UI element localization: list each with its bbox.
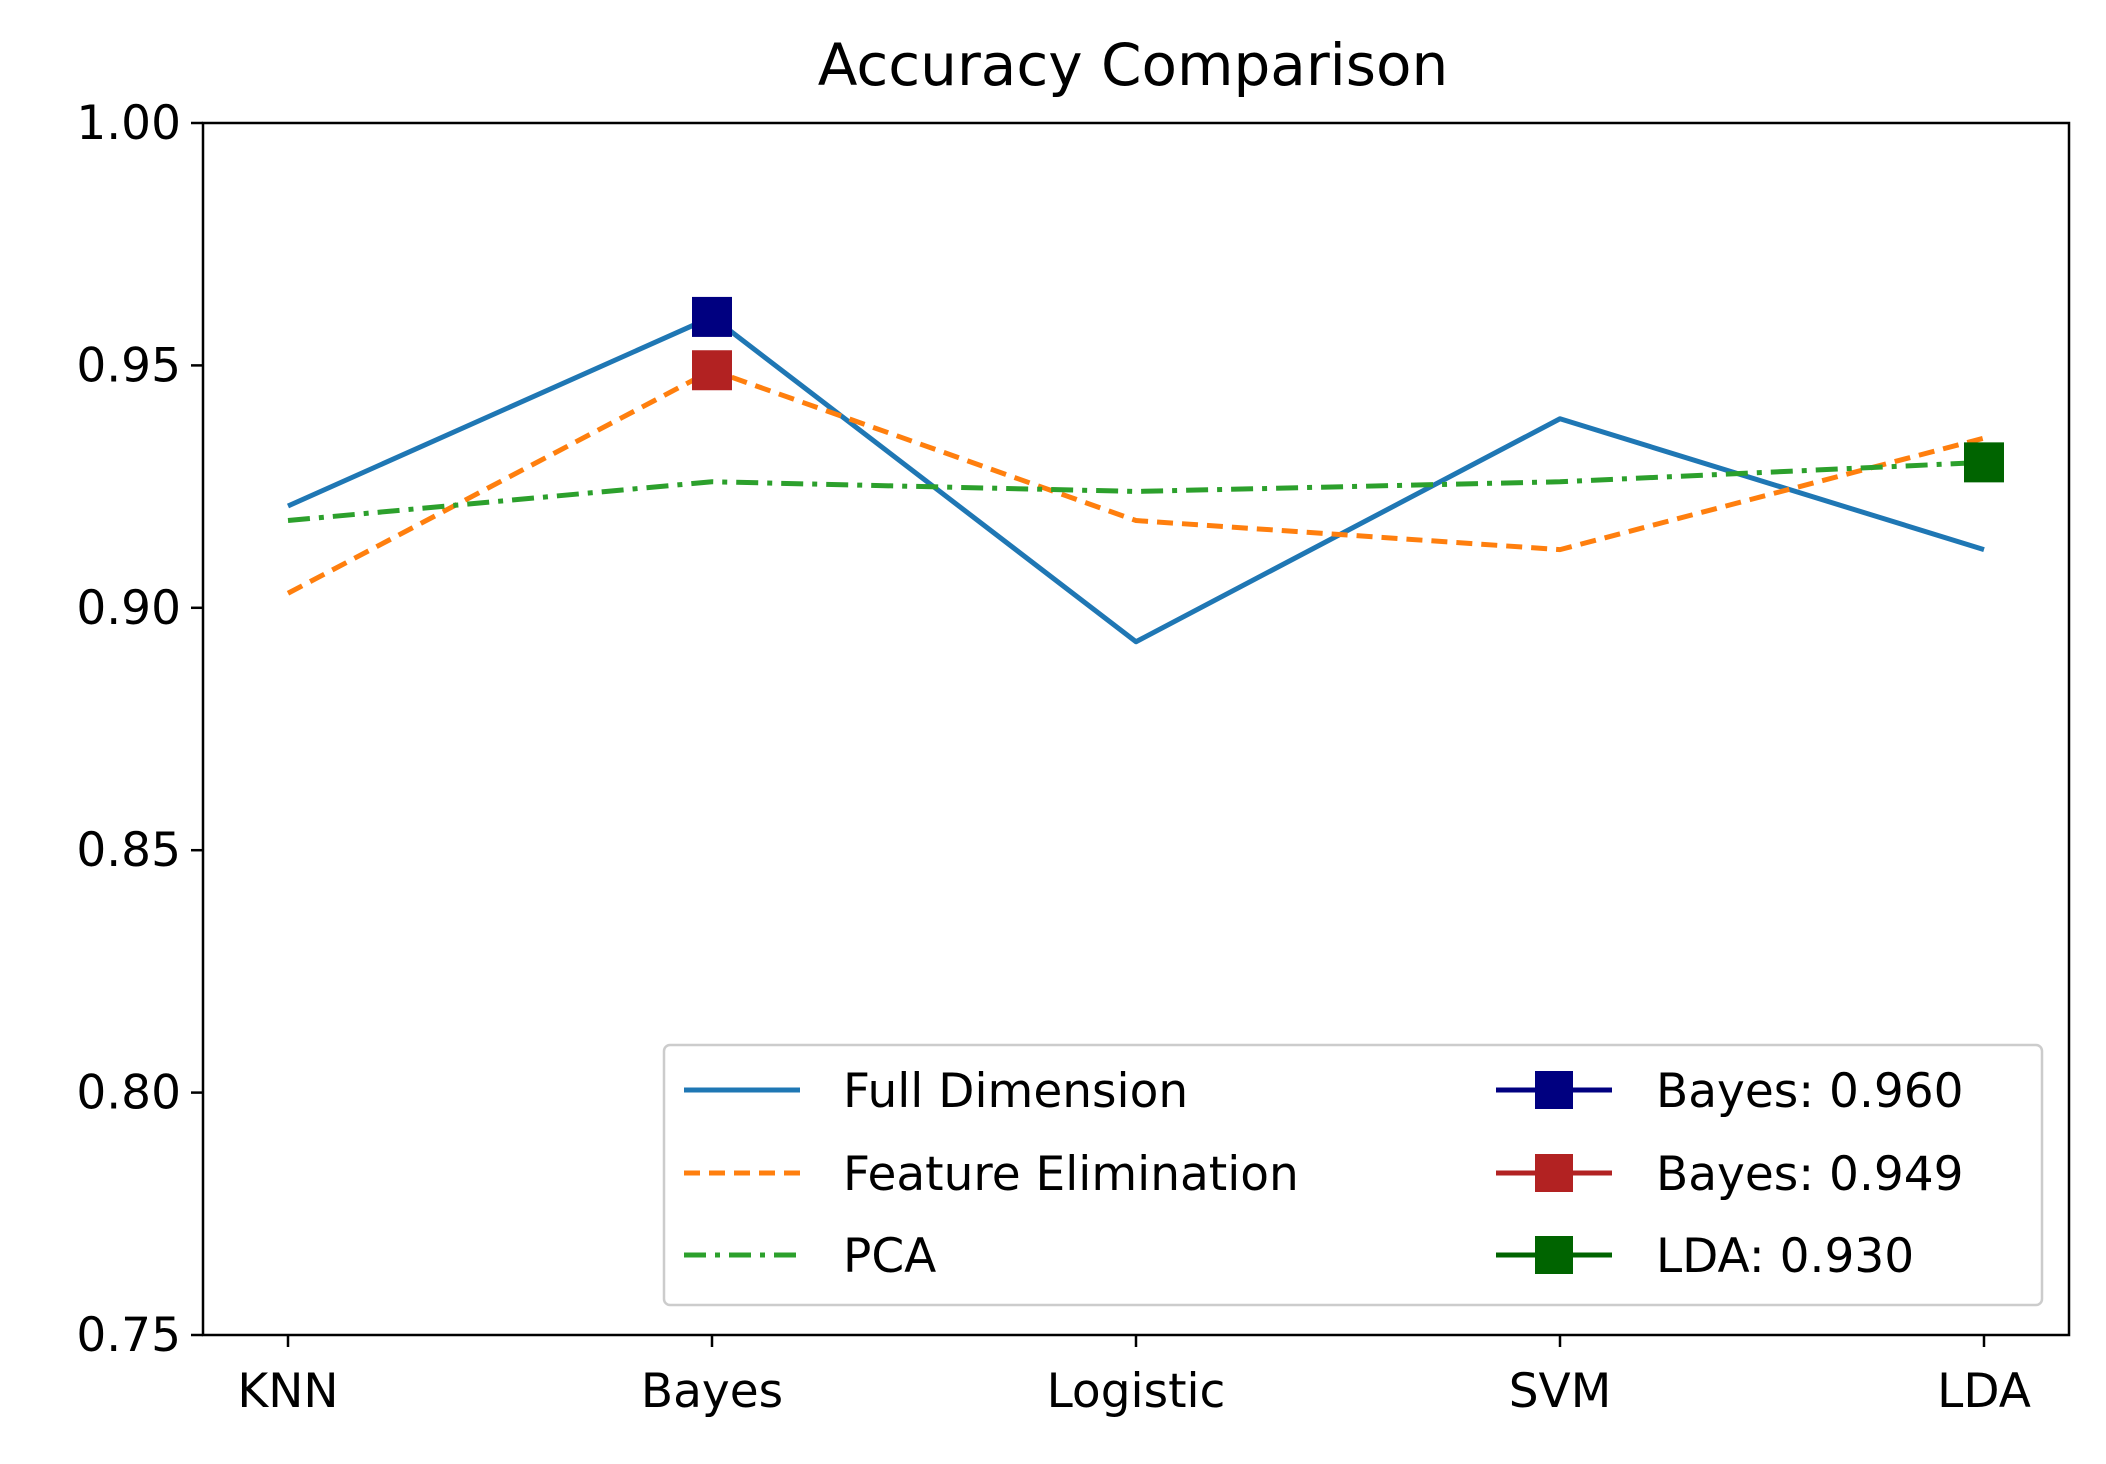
series-line-2 (287, 459, 1985, 524)
highlight-marker-1 (692, 350, 732, 391)
series-layer (286, 314, 1985, 645)
x-tick-label: KNN (237, 1364, 338, 1419)
y-axis: 0.75 0.80 0.85 0.90 0.95 1.00 (76, 96, 203, 1363)
series-line-0 (286, 314, 1985, 645)
legend-marker (1535, 1071, 1573, 1109)
legend-label: PCA (843, 1229, 936, 1284)
x-tick-label: LDA (1937, 1364, 2031, 1419)
highlight-marker-0 (692, 296, 732, 337)
legend-label: Bayes: 0.960 (1656, 1064, 1964, 1119)
legend-label: Feature Elimination (843, 1147, 1299, 1202)
legend-marker (1535, 1154, 1573, 1192)
y-tick-label: 0.75 (76, 1308, 181, 1363)
x-tick-label: Bayes (641, 1364, 783, 1419)
x-tick-label: Logistic (1047, 1364, 1226, 1419)
highlight-marker-2 (1964, 442, 2004, 483)
y-tick-label: 0.90 (76, 581, 181, 636)
y-tick-label: 0.85 (76, 823, 181, 878)
y-tick-label: 0.95 (76, 338, 181, 393)
y-tick-label: 1.00 (76, 96, 181, 151)
x-tick-label: SVM (1509, 1364, 1612, 1419)
chart-title: Accuracy Comparison (818, 31, 1449, 99)
legend: Full Dimension Feature Elimination PCA Baye… (662, 1043, 2044, 1307)
legend-frame (662, 1043, 2044, 1307)
legend-label: Bayes: 0.949 (1656, 1147, 1964, 1202)
series-line-1 (286, 367, 1985, 596)
legend-marker (1535, 1236, 1573, 1274)
y-tick-label: 0.80 (76, 1066, 181, 1121)
x-axis: KNN Bayes Logistic SVM LDA (237, 1335, 2031, 1419)
legend-label: Full Dimension (843, 1064, 1188, 1119)
legend-label: LDA: 0.930 (1656, 1229, 1914, 1284)
highlight-layer (692, 296, 2004, 483)
